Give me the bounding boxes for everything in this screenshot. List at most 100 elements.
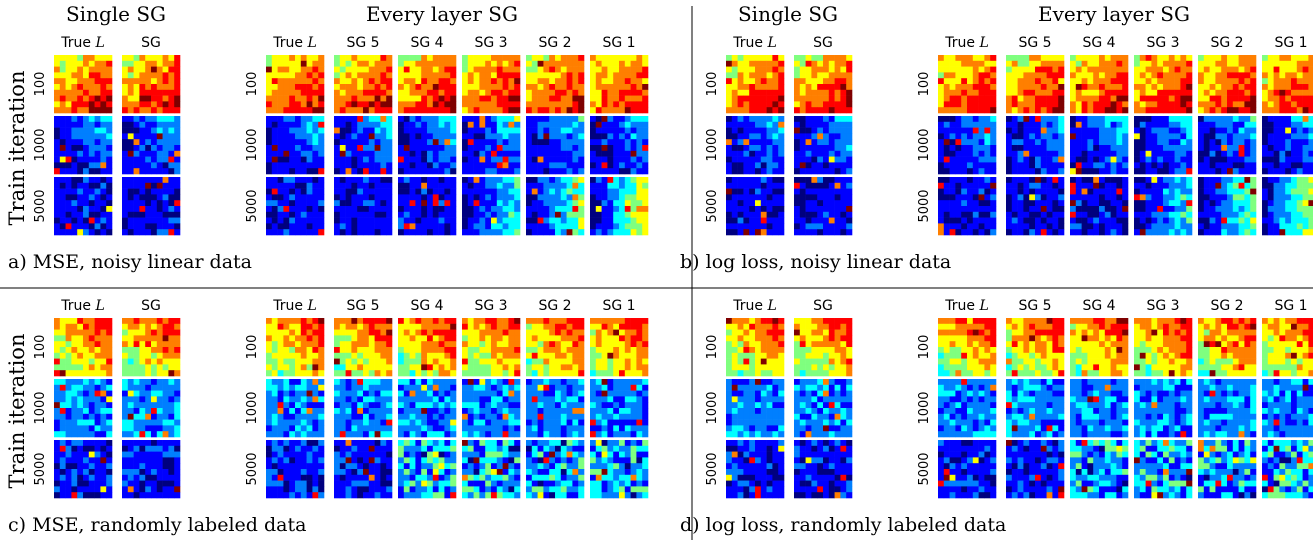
column-label-every-0: True L bbox=[272, 35, 316, 51]
column-label-every-1: SG 5 bbox=[346, 35, 379, 51]
heatmap-tile bbox=[938, 177, 997, 236]
heatmap-tile bbox=[794, 116, 853, 175]
heatmap-tile bbox=[122, 177, 181, 236]
heatmap-tile bbox=[398, 379, 457, 438]
heatmap-tile bbox=[590, 177, 649, 236]
heatmap-tile bbox=[334, 440, 393, 499]
row-label-single-0: 100 bbox=[33, 72, 48, 97]
heatmap-tile bbox=[334, 379, 393, 438]
column-label-single-1: SG bbox=[813, 298, 833, 314]
heatmap-tile bbox=[122, 55, 181, 114]
heatmap-tile bbox=[1198, 55, 1257, 114]
heatmap-tile bbox=[398, 177, 457, 236]
column-label-every-2: SG 4 bbox=[410, 298, 443, 314]
heatmap-tile bbox=[54, 379, 113, 438]
heatmap-tile bbox=[938, 116, 997, 175]
row-label-every-0: 100 bbox=[917, 72, 932, 97]
heatmap-tile bbox=[590, 116, 649, 175]
column-label-every-0: True L bbox=[944, 298, 988, 314]
heatmap-tile bbox=[794, 379, 853, 438]
heatmap-tile bbox=[1198, 379, 1257, 438]
row-label-single-1: 1000 bbox=[705, 128, 720, 161]
heatmap-tile bbox=[1070, 116, 1129, 175]
panel-d: 100 100 1000 1000 5000 5000 d) log loss, rando… bbox=[680, 335, 1006, 536]
row-label-every-2: 5000 bbox=[917, 189, 932, 222]
row-label-every-0: 100 bbox=[245, 335, 260, 360]
panel-caption: b) log loss, noisy linear data bbox=[680, 251, 951, 273]
heatmap-tile bbox=[54, 116, 113, 175]
column-label-every-2: SG 4 bbox=[410, 35, 443, 51]
single-sg-title: Single SG bbox=[738, 2, 838, 26]
column-label-every-2: SG 4 bbox=[1082, 298, 1115, 314]
column-label-every-4: SG 2 bbox=[538, 35, 571, 51]
heatmap-tile bbox=[794, 440, 853, 499]
row-label-single-1: 1000 bbox=[33, 391, 48, 424]
every-layer-sg-title: Every layer SG bbox=[366, 2, 518, 26]
heatmap-tile bbox=[1134, 318, 1193, 377]
heatmap-tile bbox=[726, 55, 785, 114]
heatmap-tile bbox=[1006, 177, 1065, 236]
heatmap-tile bbox=[266, 318, 325, 377]
heatmap-tile bbox=[938, 55, 997, 114]
every-layer-sg-title: Every layer SG bbox=[1038, 2, 1190, 26]
heatmap-tile bbox=[1006, 440, 1065, 499]
heatmap-tile bbox=[1134, 379, 1193, 438]
heatmap-tile bbox=[1006, 116, 1065, 175]
heatmap-tile bbox=[462, 55, 521, 114]
heatmap-tile bbox=[1198, 177, 1257, 236]
column-label-every-5: SG 1 bbox=[1274, 298, 1307, 314]
row-label-every-2: 5000 bbox=[917, 452, 932, 485]
heatmap-tile bbox=[462, 318, 521, 377]
heatmap-tile bbox=[590, 379, 649, 438]
heatmap-tile bbox=[462, 116, 521, 175]
column-label-single-0: True L bbox=[60, 35, 104, 51]
heatmap-tile bbox=[122, 379, 181, 438]
heatmap-tile bbox=[398, 116, 457, 175]
heatmap-tile bbox=[938, 440, 997, 499]
heatmap-tile bbox=[1198, 318, 1257, 377]
heatmap-tile bbox=[1262, 379, 1313, 438]
heatmap-tile bbox=[1134, 177, 1193, 236]
column-label-single-0: True L bbox=[60, 298, 104, 314]
heatmap-tile bbox=[54, 318, 113, 377]
row-label-single-0: 100 bbox=[705, 335, 720, 360]
column-label-single-1: SG bbox=[141, 298, 161, 314]
heatmap-tile bbox=[122, 318, 181, 377]
heatmap-tile bbox=[1134, 55, 1193, 114]
heatmap-tile bbox=[526, 318, 585, 377]
heatmap-tile bbox=[726, 440, 785, 499]
heatmap-tile bbox=[54, 440, 113, 499]
row-label-every-1: 1000 bbox=[245, 391, 260, 424]
heatmap-tile bbox=[1262, 440, 1313, 499]
heatmap-tile bbox=[398, 440, 457, 499]
row-label-every-1: 1000 bbox=[245, 128, 260, 161]
heatmap-tile bbox=[1006, 318, 1065, 377]
heatmap-tile bbox=[526, 177, 585, 236]
row-label-every-0: 100 bbox=[245, 72, 260, 97]
heatmap-tile bbox=[1134, 116, 1193, 175]
row-label-every-0: 100 bbox=[917, 335, 932, 360]
heatmap-tile bbox=[590, 318, 649, 377]
heatmap-tile bbox=[1134, 440, 1193, 499]
heatmap-tile bbox=[1070, 318, 1129, 377]
heatmap-tile bbox=[726, 379, 785, 438]
panel-c: Train iteration 100 100 1000 1000 5000 5000 c) … bbox=[5, 334, 306, 536]
heatmap-tile bbox=[726, 177, 785, 236]
heatmap-tile bbox=[526, 440, 585, 499]
row-label-single-2: 5000 bbox=[33, 452, 48, 485]
column-label-every-1: SG 5 bbox=[1018, 298, 1051, 314]
heatmap-tile bbox=[334, 177, 393, 236]
panel-caption: d) log loss, randomly labeled data bbox=[680, 514, 1006, 536]
heatmap-tile bbox=[794, 318, 853, 377]
column-label-every-1: SG 5 bbox=[346, 298, 379, 314]
heatmap-tile bbox=[938, 379, 997, 438]
column-label-every-1: SG 5 bbox=[1018, 35, 1051, 51]
y-axis-label: Train iteration bbox=[5, 71, 29, 226]
heatmap-tile bbox=[266, 379, 325, 438]
heatmap-tile bbox=[526, 116, 585, 175]
heatmap-tile bbox=[1262, 116, 1313, 175]
heatmap-tile bbox=[590, 440, 649, 499]
heatmap-tile bbox=[266, 177, 325, 236]
